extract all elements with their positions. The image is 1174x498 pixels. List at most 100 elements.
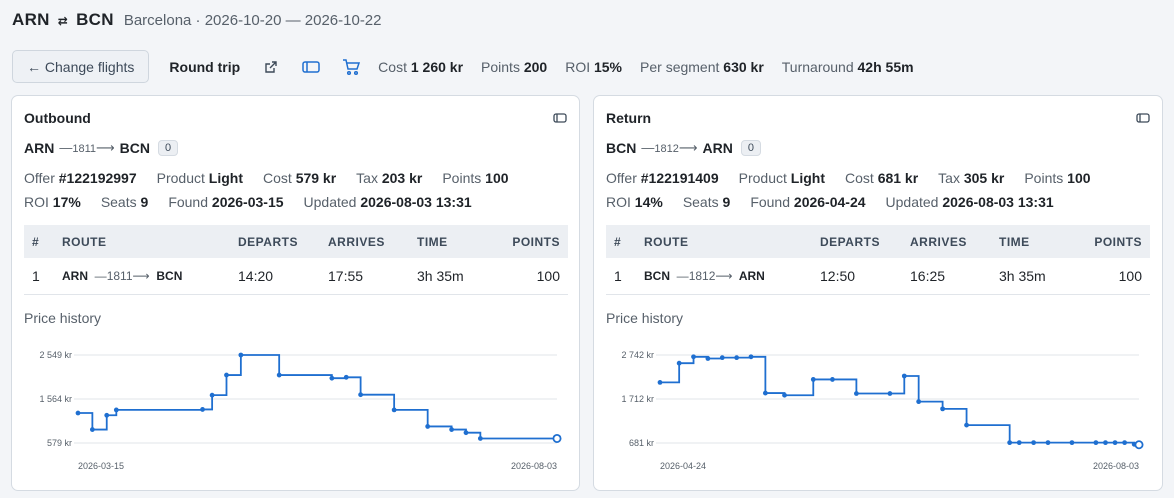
- col-route: ROUTE: [636, 225, 812, 258]
- meta-product: Product Light: [738, 170, 825, 186]
- price-point: [200, 407, 205, 412]
- leg-arrow: —1811⟶: [59, 140, 115, 155]
- table-row[interactable]: 1 BCN —1812⟶ ARN 12:50 16:25 3h 35m 100: [606, 258, 1150, 295]
- price-point: [104, 412, 110, 418]
- meta-cost: Cost 579 kr: [263, 170, 337, 186]
- col-departs: DEPARTS: [230, 225, 320, 258]
- price-point: [830, 377, 835, 382]
- table-header: # ROUTE DEPARTS ARRIVES TIME POINTS: [606, 225, 1150, 258]
- price-point: [964, 422, 969, 428]
- price-point: [719, 355, 725, 361]
- x-tick-label: 2026-03-15: [78, 461, 124, 471]
- col-time: TIME: [409, 225, 489, 258]
- y-tick-label: 579 kr: [47, 438, 72, 448]
- meta-tax: Tax 203 kr: [356, 170, 423, 186]
- price-point: [657, 380, 663, 385]
- route-codes: ARN ⇄ BCN: [12, 10, 114, 30]
- row-time: 3h 35m: [991, 258, 1071, 295]
- col-index: #: [606, 225, 636, 258]
- price-point: [391, 407, 397, 413]
- price-point: [782, 392, 787, 398]
- stops-badge: 0: [740, 140, 761, 156]
- price-point: [75, 410, 81, 416]
- col-index: #: [24, 225, 54, 258]
- toolbar: ← Change flights Round trip Cost 1 260 k…: [12, 50, 914, 83]
- meta-points: Points 100: [1024, 170, 1091, 186]
- price-point: [1134, 440, 1144, 450]
- offer-meta-2: ROI 14% Seats 9 Found 2026-04-24 Updated…: [606, 194, 1054, 210]
- meta-points: Points 100: [442, 170, 509, 186]
- price-point: [1016, 440, 1022, 446]
- ticket-icon[interactable]: [302, 58, 320, 76]
- meta-roi: ROI 14%: [606, 194, 663, 210]
- flight-number: 1812: [654, 143, 679, 155]
- offer-meta-2: ROI 17% Seats 9 Found 2026-03-15 Updated…: [24, 194, 472, 210]
- stat-per-segment: Per segment 630 kr: [640, 58, 764, 75]
- price-history-label: Price history: [606, 310, 684, 326]
- table-row[interactable]: 1 ARN —1811⟶ BCN 14:20 17:55 3h 35m 100: [24, 258, 568, 295]
- price-point: [89, 427, 95, 432]
- x-tick-label: 2026-08-03: [511, 461, 557, 471]
- price-point: [887, 391, 893, 396]
- leg-summary: ARN —1811⟶ BCN 0: [24, 140, 179, 156]
- meta-roi: ROI 17%: [24, 194, 81, 210]
- stat-points: Points 200: [481, 58, 548, 75]
- row-points: 100: [1071, 258, 1150, 295]
- price-series-line: [78, 354, 557, 440]
- price-point: [901, 373, 907, 379]
- price-point: [449, 427, 455, 432]
- col-arrives: ARRIVES: [902, 225, 991, 258]
- price-point: [463, 430, 469, 436]
- leg-arrow: —1812⟶: [641, 140, 698, 155]
- price-point: [762, 390, 768, 396]
- leg-destination: BCN: [119, 140, 150, 156]
- price-point: [1069, 440, 1075, 446]
- row-index: 1: [24, 258, 54, 295]
- trip-subtitle: Barcelona · 2026-10-20 — 2026-10-22: [123, 12, 382, 29]
- price-point: [810, 377, 816, 382]
- card-title: Return: [606, 110, 652, 126]
- meta-cost: Cost 681 kr: [845, 170, 919, 186]
- return-card: Return BCN —1812⟶ ARN 0 Offer #122191409…: [593, 95, 1163, 491]
- card-title: Outbound: [24, 110, 91, 126]
- price-point: [425, 424, 431, 429]
- leg-origin: BCN: [606, 140, 637, 156]
- cart-icon[interactable]: [342, 58, 361, 76]
- price-history-label: Price history: [24, 310, 102, 326]
- price-point: [853, 391, 859, 396]
- meta-offer: Offer #122191409: [606, 170, 719, 186]
- col-route: ROUTE: [54, 225, 230, 258]
- change-flights-button[interactable]: ← Change flights: [12, 50, 150, 83]
- stat-roi: ROI 15%: [565, 58, 623, 75]
- swap-icon[interactable]: ⇄: [57, 14, 69, 28]
- offer-meta: Offer #122192997 Product Light Cost 579 …: [24, 170, 509, 186]
- leg-origin: ARN: [24, 140, 55, 156]
- outbound-card: Outbound ARN —1811⟶ BCN 0 Offer #1221929…: [11, 95, 580, 491]
- segments-table: # ROUTE DEPARTS ARRIVES TIME POINTS 1 AR…: [24, 225, 568, 295]
- ticket-icon[interactable]: [1136, 110, 1150, 126]
- stops-badge: 0: [157, 140, 179, 156]
- destination-code: BCN: [76, 10, 114, 29]
- meta-found: Found 2026-03-15: [168, 194, 284, 210]
- price-point: [734, 355, 740, 361]
- price-point: [113, 407, 119, 413]
- price-point: [552, 433, 562, 443]
- row-departs: 14:20: [230, 258, 320, 295]
- price-point: [1007, 440, 1013, 446]
- col-departs: DEPARTS: [812, 225, 902, 258]
- price-point: [209, 392, 215, 398]
- stat-turnaround: Turnaround 42h 55m: [781, 58, 914, 75]
- row-index: 1: [606, 258, 636, 295]
- meta-product: Product Light: [156, 170, 243, 186]
- col-time: TIME: [991, 225, 1071, 258]
- ticket-icon[interactable]: [553, 110, 567, 126]
- row-arrives: 17:55: [320, 258, 409, 295]
- price-point: [1031, 440, 1037, 446]
- price-point: [676, 360, 682, 366]
- meta-seats: Seats 9: [682, 194, 731, 210]
- external-link-icon[interactable]: [262, 58, 280, 76]
- price-point: [748, 354, 754, 360]
- price-point: [916, 399, 922, 405]
- y-tick-label: 681 kr: [629, 438, 654, 448]
- meta-updated: Updated 2026-08-03 13:31: [303, 194, 472, 210]
